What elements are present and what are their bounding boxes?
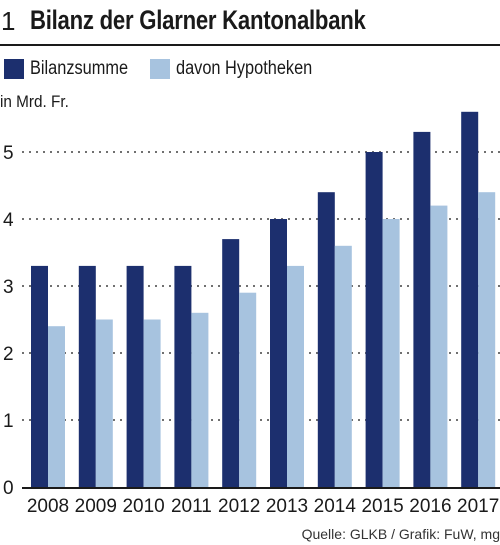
x-tick-label: 2015 xyxy=(361,496,403,517)
bar-bilanzsumme xyxy=(174,266,191,487)
x-tick-label: 2012 xyxy=(218,496,260,517)
bar-bilanzsumme xyxy=(461,112,478,487)
bar-bilanzsumme xyxy=(31,266,48,487)
x-tick-label: 2011 xyxy=(171,496,212,517)
x-tick-label: 2008 xyxy=(27,496,69,517)
bar-hypotheken xyxy=(144,320,161,488)
bar-bilanzsumme xyxy=(366,152,383,487)
y-tick-label: 1 xyxy=(3,411,14,432)
x-tick-label: 2013 xyxy=(266,496,308,517)
bar-bilanzsumme xyxy=(413,132,430,487)
y-tick-label: 4 xyxy=(3,210,14,231)
bar-bilanzsumme xyxy=(127,266,144,487)
bar-hypotheken xyxy=(48,326,65,487)
bar-bilanzsumme xyxy=(79,266,96,487)
x-tick-label: 2017 xyxy=(457,496,499,517)
bar-hypotheken xyxy=(239,293,256,487)
x-tick-label: 2009 xyxy=(75,496,117,517)
bar-bilanzsumme xyxy=(318,192,335,487)
bar-hypotheken xyxy=(383,219,400,487)
y-tick-label: 3 xyxy=(3,277,14,298)
bar-hypotheken xyxy=(287,266,304,487)
y-tick-label: 0 xyxy=(3,478,14,499)
bar-hypotheken xyxy=(96,320,113,488)
x-tick-label: 2014 xyxy=(314,496,357,517)
bar-hypotheken xyxy=(430,206,447,487)
bar-bilanzsumme xyxy=(222,239,239,487)
bar-hypotheken xyxy=(191,313,208,487)
x-tick-label: 2010 xyxy=(122,496,164,517)
y-tick-label: 5 xyxy=(3,143,14,164)
source-note: Quelle: GLKB / Grafik: FuW, mg xyxy=(302,526,500,542)
y-tick-label: 2 xyxy=(3,344,14,365)
bar-hypotheken xyxy=(335,246,352,487)
bar-bilanzsumme xyxy=(270,219,287,487)
x-tick-label: 2016 xyxy=(409,496,451,517)
bar-hypotheken xyxy=(478,192,495,487)
